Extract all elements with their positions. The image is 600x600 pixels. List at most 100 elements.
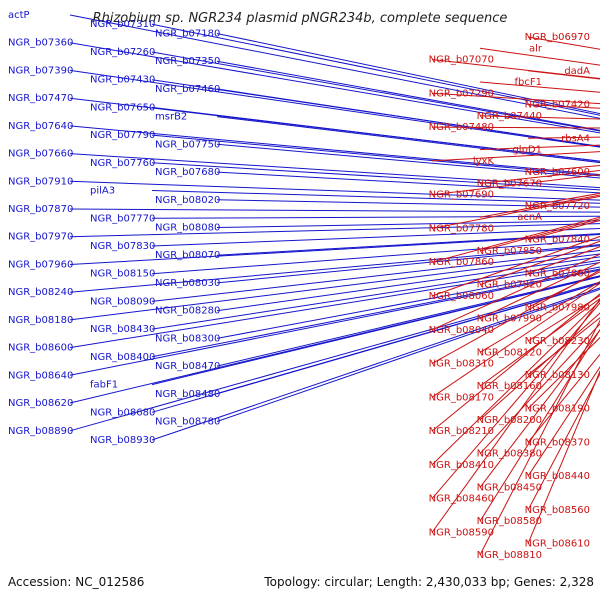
gene-label-right[interactable]: acnA: [517, 212, 542, 223]
gene-label-right[interactable]: NGR_b08810: [477, 550, 542, 561]
gene-label-right[interactable]: NGR_b08590: [429, 528, 494, 539]
gene-label-right[interactable]: NGR_b07840: [525, 235, 590, 246]
gene-label-right[interactable]: NGR_b06970: [525, 32, 590, 43]
gene-label-right[interactable]: NGR_b08060: [429, 291, 494, 302]
gene-label-right[interactable]: NGR_b08230: [525, 336, 590, 347]
gene-label-left[interactable]: NGR_b07680: [155, 167, 220, 178]
gene-label-left[interactable]: NGR_b08480: [155, 389, 220, 400]
gene-label-left[interactable]: NGR_b07460: [155, 84, 220, 95]
gene-label-right[interactable]: NGR_b08410: [429, 460, 494, 471]
gene-label-left[interactable]: NGR_b08070: [155, 250, 220, 261]
gene-label-right[interactable]: NGR_b07440: [477, 111, 542, 122]
gene-label-left[interactable]: NGR_b07960: [8, 260, 73, 271]
gene-label-right[interactable]: NGR_b07860: [429, 257, 494, 268]
gene-label-right[interactable]: NGR_b08120: [477, 347, 542, 358]
gene-label-right[interactable]: NGR_b08190: [525, 404, 590, 415]
gene-label-left[interactable]: NGR_b07830: [90, 241, 155, 252]
gene-label-right[interactable]: NGR_b08160: [477, 381, 542, 392]
gene-label-left[interactable]: NGR_b07390: [8, 65, 73, 76]
gene-label-left[interactable]: NGR_b07640: [8, 121, 73, 132]
label-connector: [216, 116, 600, 164]
gene-label-left[interactable]: NGR_b08280: [155, 306, 220, 317]
gene-label-right[interactable]: NGR_b07920: [477, 280, 542, 291]
gene-label-right[interactable]: NGR_b08200: [477, 415, 542, 426]
gene-label-left[interactable]: NGR_b08780: [155, 417, 220, 428]
gene-label-right[interactable]: NGR_b07420: [525, 100, 590, 111]
gene-label-right[interactable]: NGR_b08610: [525, 539, 590, 550]
gene-label-left[interactable]: NGR_b07650: [90, 102, 155, 113]
gene-label-left[interactable]: NGR_b07660: [8, 149, 73, 160]
label-connector: [479, 240, 600, 286]
gene-label-left[interactable]: NGR_b08080: [155, 223, 220, 234]
gene-label-right[interactable]: fbcF1: [515, 77, 542, 88]
gene-label-right[interactable]: NGR_b07850: [477, 246, 542, 257]
label-connector: [151, 250, 600, 302]
gene-label-left[interactable]: NGR_b08470: [155, 361, 220, 372]
gene-label-right[interactable]: NGR_b08450: [477, 482, 542, 493]
gene-label-right[interactable]: NGR_b07070: [429, 55, 494, 66]
gene-label-right[interactable]: NGR_b08560: [525, 505, 590, 516]
gene-label-right[interactable]: NGR_b07990: [477, 314, 542, 325]
label-connector: [151, 134, 600, 177]
gene-label-left[interactable]: NGR_b07360: [8, 38, 73, 49]
gene-label-left[interactable]: NGR_b08020: [155, 195, 220, 206]
gene-label-left[interactable]: NGR_b07790: [90, 130, 155, 141]
gene-label-right[interactable]: rbsA4: [561, 133, 590, 144]
gene-label-left[interactable]: NGR_b08640: [8, 370, 73, 381]
gene-label-right[interactable]: NGR_b08460: [429, 494, 494, 505]
gene-label-right[interactable]: NGR_b07670: [477, 178, 542, 189]
gene-label-right[interactable]: NGR_b08380: [477, 449, 542, 460]
label-connector: [69, 180, 600, 201]
gene-label-right[interactable]: NGR_b07600: [525, 167, 590, 178]
gene-label-left[interactable]: NGR_b08300: [155, 333, 220, 344]
gene-label-right[interactable]: NGR_b07980: [525, 302, 590, 313]
label-connector: [151, 215, 600, 219]
gene-label-left[interactable]: NGR_b07430: [90, 75, 155, 86]
gene-label-right[interactable]: NGR_b07720: [525, 201, 590, 212]
gene-label-right[interactable]: lyxK: [473, 156, 495, 167]
gene-label-left[interactable]: msrB2: [155, 112, 187, 123]
gene-label-left[interactable]: NGR_b08890: [8, 426, 73, 437]
gene-label-right[interactable]: NGR_b08580: [477, 516, 542, 527]
gene-label-left[interactable]: NGR_b07310: [90, 19, 155, 30]
gene-label-left[interactable]: fabF1: [90, 380, 118, 391]
gene-label-right[interactable]: alr: [529, 43, 543, 54]
gene-label-right[interactable]: NGR_b07880: [525, 269, 590, 280]
gene-label-right[interactable]: glpD1: [512, 145, 542, 156]
gene-label-left[interactable]: NGR_b08150: [90, 269, 155, 280]
gene-label-left[interactable]: NGR_b07750: [155, 139, 220, 150]
gene-label-left[interactable]: NGR_b07870: [8, 204, 73, 215]
gene-label-left[interactable]: NGR_b07970: [8, 232, 73, 243]
gene-label-right[interactable]: dadA: [564, 66, 590, 77]
gene-label-left[interactable]: NGR_b07260: [90, 47, 155, 58]
gene-label-left[interactable]: NGR_b07910: [8, 176, 73, 187]
gene-label-left[interactable]: NGR_b07770: [90, 213, 155, 224]
gene-label-left[interactable]: NGR_b08930: [90, 435, 155, 446]
gene-label-left[interactable]: NGR_b07470: [8, 93, 73, 104]
gene-label-left[interactable]: actP: [8, 10, 30, 21]
gene-label-left[interactable]: NGR_b08400: [90, 352, 155, 363]
gene-label-left[interactable]: NGR_b08240: [8, 287, 73, 298]
gene-label-left[interactable]: pilA3: [90, 186, 115, 197]
gene-label-right[interactable]: NGR_b08370: [525, 437, 590, 448]
gene-label-left[interactable]: NGR_b08030: [155, 278, 220, 289]
gene-label-right[interactable]: NGR_b07290: [429, 88, 494, 99]
gene-label-right[interactable]: NGR_b08040: [429, 325, 494, 336]
gene-label-left[interactable]: NGR_b08680: [90, 407, 155, 418]
gene-label-left[interactable]: NGR_b08430: [90, 324, 155, 335]
gene-label-right[interactable]: NGR_b07480: [429, 122, 494, 133]
gene-label-right[interactable]: NGR_b07780: [429, 223, 494, 234]
gene-label-left[interactable]: NGR_b08180: [8, 315, 73, 326]
gene-label-right[interactable]: NGR_b08310: [429, 359, 494, 370]
gene-label-right[interactable]: NGR_b08170: [429, 392, 494, 403]
gene-label-left[interactable]: NGR_b08600: [8, 343, 73, 354]
gene-label-left[interactable]: NGR_b07180: [155, 29, 220, 40]
gene-label-left[interactable]: NGR_b07760: [90, 158, 155, 169]
gene-label-right[interactable]: NGR_b08440: [525, 471, 590, 482]
gene-label-right[interactable]: NGR_b07690: [429, 190, 494, 201]
gene-label-right[interactable]: NGR_b08130: [525, 370, 590, 381]
gene-label-right[interactable]: NGR_b08210: [429, 426, 494, 437]
gene-label-left[interactable]: NGR_b08620: [8, 398, 73, 409]
gene-label-left[interactable]: NGR_b08090: [90, 296, 155, 307]
gene-label-left[interactable]: NGR_b07350: [155, 56, 220, 67]
